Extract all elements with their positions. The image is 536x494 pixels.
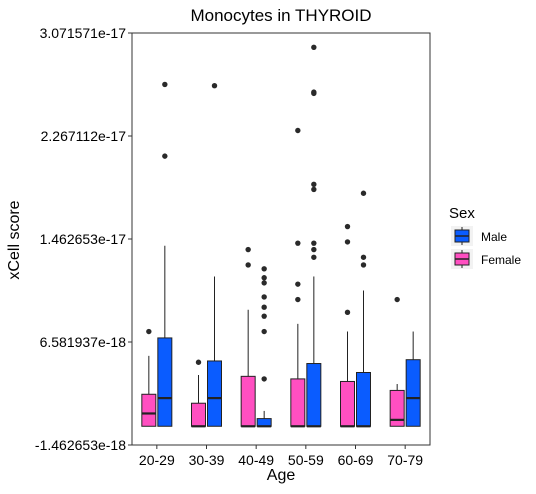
legend: Sex Male Female [449, 205, 521, 269]
outlier-point [261, 313, 267, 319]
outlier-point [360, 262, 367, 268]
x-axis-title: Age [267, 467, 296, 484]
box-male-40-49 [256, 266, 272, 428]
outlier-point [211, 82, 218, 89]
box-female-70-79 [389, 296, 405, 427]
box-female-50-59 [290, 127, 306, 428]
x-tick-label: 60-69 [338, 452, 374, 468]
legend-item-male: Male [451, 226, 507, 246]
outlier-point [261, 266, 267, 272]
outlier-point [295, 296, 301, 303]
outlier-point [295, 281, 301, 287]
box-male-50-59 [306, 44, 322, 428]
box-iqr [141, 393, 157, 427]
outlier-point [195, 359, 202, 365]
box-iqr [207, 360, 222, 427]
plot-panel [131, 32, 431, 446]
x-tick-label: 70-79 [387, 452, 423, 468]
outlier-point [146, 328, 152, 335]
outlier-point [261, 280, 267, 286]
x-tick-label: 50-59 [288, 452, 324, 468]
outlier-point [344, 239, 351, 245]
box-iqr [389, 389, 405, 427]
y-axis-title: xCell score [6, 200, 23, 279]
y-tick-label: 1.462653e-17 [40, 231, 127, 247]
outlier-point [311, 89, 317, 95]
legend-label: Male [481, 230, 507, 244]
box-iqr [240, 375, 256, 427]
outlier-point [245, 246, 251, 253]
outlier-point [311, 186, 317, 193]
outlier-point [261, 376, 267, 382]
box-female-60-69 [340, 223, 355, 428]
legend-label: Female [481, 253, 521, 267]
box-iqr [290, 378, 306, 427]
box-iqr [157, 337, 173, 427]
outlier-point [344, 223, 351, 230]
box-iqr [356, 371, 371, 427]
box-male-60-69 [356, 190, 371, 428]
outlier-point [311, 181, 317, 187]
outlier-point [261, 328, 267, 335]
x-tick-label: 20-29 [139, 452, 175, 468]
outlier-point [245, 262, 251, 268]
legend-title: Sex [449, 205, 475, 222]
outlier-point [261, 304, 267, 310]
box-iqr [340, 380, 355, 427]
outlier-point [360, 254, 367, 260]
box-male-70-79 [405, 331, 421, 427]
box-male-20-29 [157, 81, 173, 427]
box-iqr [191, 402, 206, 427]
legend-item-female: Female [451, 249, 521, 269]
outlier-point [261, 294, 267, 300]
outlier-point [295, 240, 301, 246]
outlier-point [261, 275, 267, 281]
x-tick-label: 30-39 [189, 452, 225, 468]
y-tick-label: 6.581937e-18 [40, 334, 127, 350]
outlier-point [295, 127, 301, 134]
outlier-point [311, 240, 317, 246]
box-iqr [405, 359, 421, 427]
outlier-point [162, 81, 168, 88]
x-tick-label: 40-49 [238, 452, 274, 468]
box-female-20-29 [141, 328, 157, 427]
chart-title: Monocytes in THYROID [190, 6, 371, 25]
outlier-point [311, 44, 317, 50]
outlier-point [344, 309, 351, 316]
box-female-40-49 [240, 246, 256, 428]
box-female-30-39 [191, 359, 206, 428]
box-iqr [306, 363, 322, 427]
y-tick-label: 2.267112e-17 [41, 128, 127, 144]
y-tick-label: 3.071571e-17 [40, 25, 127, 41]
box-iqr [256, 418, 272, 427]
outlier-point [360, 190, 367, 196]
outlier-point [162, 153, 168, 159]
y-tick-label: -1.462653e-18 [35, 437, 126, 453]
outlier-point [311, 254, 317, 260]
box-male-30-39 [207, 82, 222, 427]
outlier-point [394, 296, 400, 303]
outlier-point [311, 246, 317, 253]
